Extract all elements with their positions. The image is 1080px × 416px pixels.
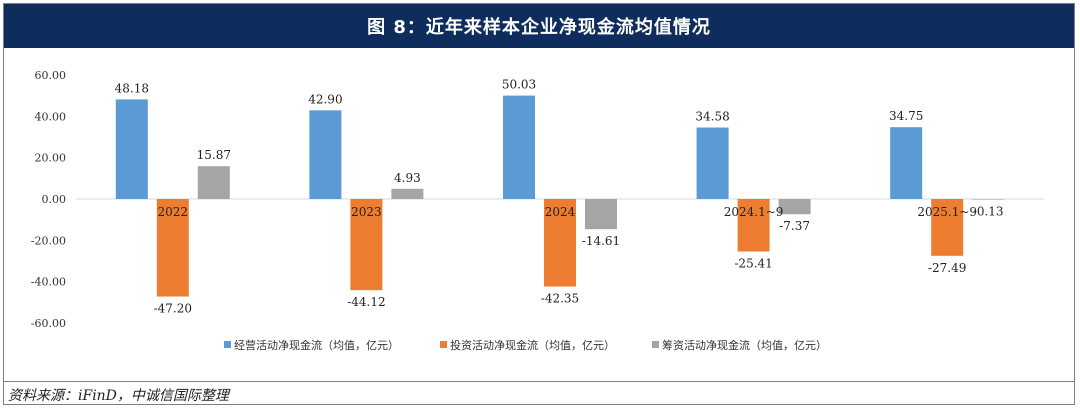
y-tick-label: 40.00 <box>35 110 67 123</box>
y-tick-label: -60.00 <box>31 317 66 330</box>
bar <box>156 199 189 297</box>
data-label: 34.58 <box>695 110 729 124</box>
data-label: -0.13 <box>973 205 1004 219</box>
bar <box>931 199 964 256</box>
data-label: 15.87 <box>197 148 231 162</box>
legend-swatch <box>440 341 447 348</box>
chart-area: 60.00 40.00 20.00 0.00 -20.00 -40.00 -60.00 48.… <box>4 49 1074 379</box>
data-label: 42.90 <box>308 92 342 106</box>
data-label: -47.20 <box>154 302 192 316</box>
y-tick-label: 60.00 <box>35 69 67 82</box>
bar <box>972 199 1005 200</box>
bar <box>737 199 770 252</box>
legend-label: 筹资活动净现金流（均值，亿元） <box>662 338 827 352</box>
legend-swatch <box>224 341 231 348</box>
source-note: 资料来源：iFinD，中诚信国际整理 <box>8 388 229 404</box>
x-category-label: 2022 <box>158 205 189 219</box>
y-tick-label: -40.00 <box>31 276 66 289</box>
data-label: 34.75 <box>889 109 923 123</box>
bar <box>391 188 424 199</box>
bar <box>115 99 148 199</box>
bar <box>696 127 729 199</box>
bar <box>778 199 811 215</box>
data-label: -42.35 <box>541 292 579 306</box>
bar <box>309 110 342 199</box>
bar <box>503 95 535 199</box>
data-label: 4.93 <box>394 171 421 185</box>
bar <box>585 199 617 230</box>
data-label: -7.37 <box>779 219 810 233</box>
y-tick-label: -20.00 <box>31 234 66 247</box>
bar <box>350 199 383 291</box>
figure-frame <box>3 3 1075 405</box>
legend-label: 投资活动净现金流（均值，亿元） <box>450 338 615 352</box>
data-label: 50.03 <box>502 78 536 92</box>
y-tick-label: 0.00 <box>42 193 67 206</box>
legend-label: 经营活动净现金流（均值，亿元） <box>234 338 399 352</box>
y-tick-label: 20.00 <box>35 152 67 165</box>
bar <box>544 199 576 287</box>
x-category-label: 2023 <box>351 205 382 219</box>
chart-title: 图 8：近年来样本企业净现金流均值情况 <box>4 4 1074 48</box>
x-category-label: 2025.1~9 <box>917 205 977 219</box>
bar <box>197 166 230 199</box>
legend-swatch <box>652 341 659 348</box>
data-label: -44.12 <box>347 295 385 309</box>
data-label: -27.49 <box>928 261 966 275</box>
bar-chart: 60.00 40.00 20.00 0.00 -20.00 -40.00 -60.00 48.… <box>31 69 1044 352</box>
data-label: -25.41 <box>734 257 772 271</box>
data-label: -14.61 <box>582 234 620 248</box>
x-category-label: 2024.1~9 <box>724 205 784 219</box>
bar <box>890 127 923 199</box>
x-category-label: 2024 <box>545 205 576 219</box>
data-label: 48.18 <box>115 81 149 95</box>
source-divider <box>4 381 1074 382</box>
